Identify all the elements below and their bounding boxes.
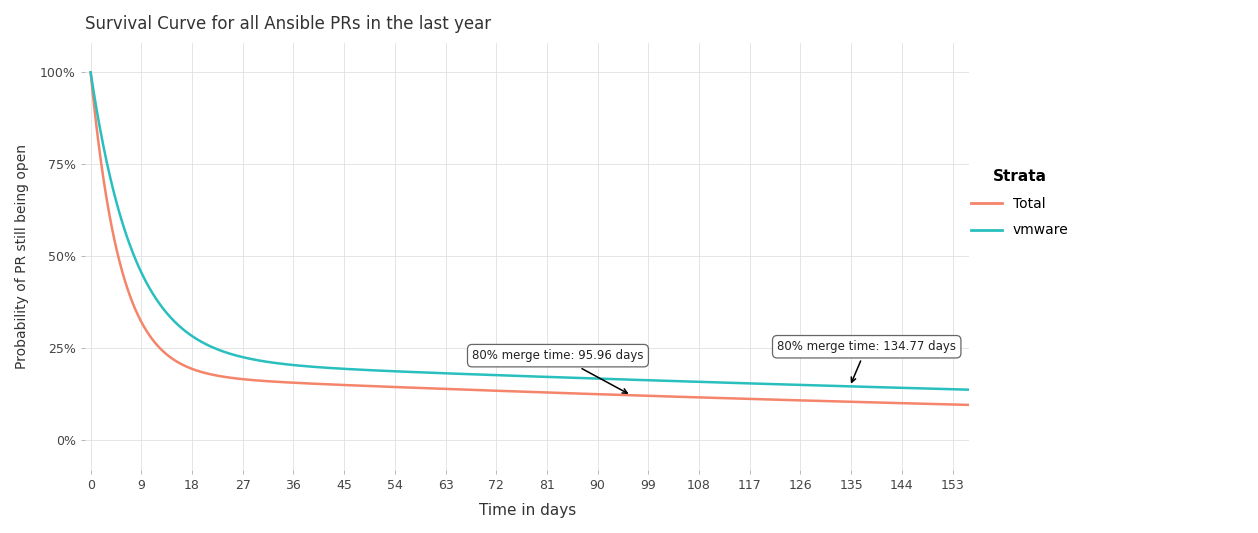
Total	[850, 399, 866, 405]
Total	[945, 401, 960, 408]
vmware	[235, 354, 250, 360]
vmware	[850, 383, 866, 390]
vmware	[83, 69, 98, 76]
vmware	[420, 369, 435, 376]
Total	[458, 386, 473, 393]
vmware	[945, 386, 960, 392]
vmware	[458, 371, 473, 377]
vmware	[184, 332, 199, 338]
vmware	[962, 386, 977, 393]
Line: vmware: vmware	[91, 72, 970, 390]
Y-axis label: Probability of PR still being open: Probability of PR still being open	[15, 144, 29, 369]
Total	[184, 365, 199, 372]
Legend: Total, vmware: Total, vmware	[971, 169, 1068, 237]
Line: Total: Total	[91, 72, 970, 405]
Text: 80% merge time: 95.96 days: 80% merge time: 95.96 days	[472, 349, 644, 393]
Total	[235, 376, 250, 382]
X-axis label: Time in days: Time in days	[478, 503, 576, 518]
Total	[83, 69, 98, 76]
Text: 80% merge time: 134.77 days: 80% merge time: 134.77 days	[777, 340, 956, 382]
Total	[962, 402, 977, 408]
Total	[420, 385, 435, 391]
Text: Survival Curve for all Ansible PRs in the last year: Survival Curve for all Ansible PRs in th…	[86, 15, 491, 33]
